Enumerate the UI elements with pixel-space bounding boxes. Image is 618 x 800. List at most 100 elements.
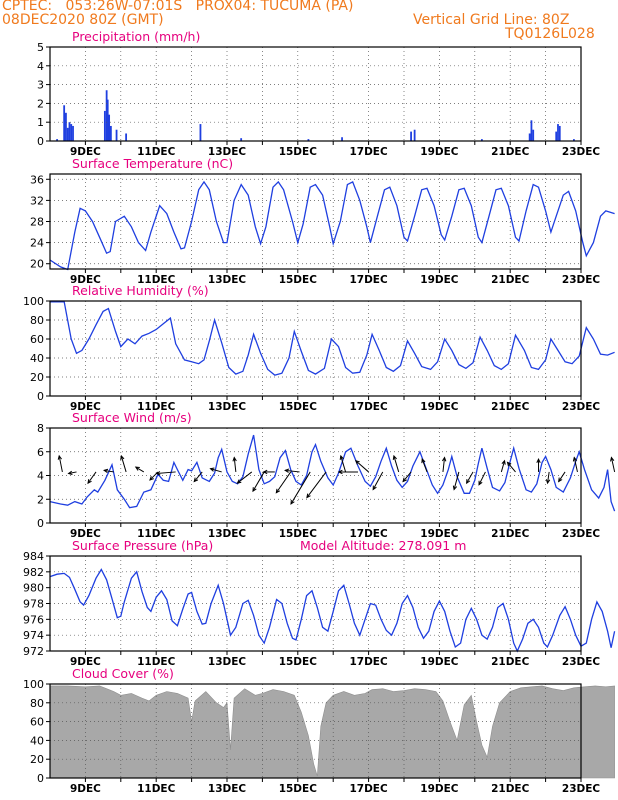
plot-area-wind: [50, 428, 581, 523]
x-tick-label: 11DEC: [137, 146, 176, 158]
wind-vector-arrow: [355, 460, 369, 473]
wind-arrow-head: [209, 467, 215, 472]
precip-bar: [555, 131, 558, 141]
x-tick-label: 17DEC: [349, 274, 388, 286]
x-tick-label: 15DEC: [279, 783, 318, 795]
precip-bar: [115, 129, 118, 141]
precip-bar: [413, 129, 416, 141]
y-tick-label: 4: [37, 60, 44, 73]
wind-arrow-head: [57, 454, 63, 460]
y-tick-label: 0: [37, 135, 44, 148]
y-tick-label: 100: [23, 678, 44, 691]
wind-vector-arrow: [453, 471, 460, 490]
wind-arrow-head: [193, 477, 199, 483]
plot-frame-humidity: [49, 300, 582, 397]
panel-humidity: 0 20 40 60 80 100 9DEC 11DEC 13DEC 15DEC 17DEC 19DE…: [23, 283, 615, 413]
wind-arrow-head: [87, 479, 92, 485]
x-tick-label: 21DEC: [491, 528, 530, 540]
wind-arrow-head: [120, 454, 125, 460]
wind-arrow-head: [134, 466, 140, 471]
precip-bar: [307, 139, 310, 141]
wind-arrow-head: [478, 480, 483, 486]
precip-bar: [105, 90, 108, 141]
y-tick-label: 974: [23, 629, 44, 642]
wind-arrow-head: [290, 499, 295, 505]
wind-arrow-head: [452, 485, 458, 491]
y-tick-label: 40: [30, 352, 44, 365]
wind-vector-arrow: [68, 471, 77, 475]
wind-vector-arrow: [285, 469, 300, 473]
x-tick-label: 9DEC: [70, 401, 101, 413]
wind-arrow-head: [441, 456, 447, 462]
y-tick-label: 978: [23, 598, 44, 611]
y-tick-label: 0: [37, 517, 44, 530]
model-altitude-annotation: Model Altitude: 278.091 m: [300, 538, 466, 553]
wind-arrow-head: [466, 479, 471, 485]
wind-vector-arrow: [393, 455, 400, 473]
panel-title: Relative Humidity (%): [72, 283, 209, 298]
x-tick-label: 13DEC: [208, 146, 247, 158]
y-tick-label: 972: [23, 645, 44, 658]
panel-pressure: 972 974 976 978 980 982 984 9DEC 11DEC 13DEC 15DEC…: [23, 538, 616, 668]
precip-bar: [109, 125, 112, 141]
y-tick-label: 976: [23, 613, 44, 626]
series-line-humidity: [50, 301, 615, 376]
wind-arrow-head: [354, 459, 360, 465]
wind-vector-arrow: [120, 455, 127, 473]
wind-vector-arrow: [275, 471, 292, 494]
x-tick-label: 23DEC: [562, 528, 601, 540]
header-run-code: TQ0126L028: [505, 26, 595, 42]
panel-cloud: 0 20 40 60 80 100 9DEC 11DEC 13DEC 15DEC 17DEC 19DE…: [23, 666, 615, 795]
wind-arrow-head: [284, 468, 290, 473]
wind-vector-arrow: [306, 471, 327, 498]
series-line-temperature: [49, 180, 615, 271]
precip-bar: [106, 99, 109, 141]
y-tick-label: 60: [30, 333, 44, 346]
y-tick-label: 20: [30, 371, 44, 384]
x-tick-label: 9DEC: [70, 146, 101, 158]
y-tick-label: 20: [30, 753, 44, 766]
wind-vector-arrow: [558, 471, 566, 482]
precip-bar: [410, 131, 412, 141]
y-tick-label: 60: [30, 716, 44, 729]
wind-arrow-head: [558, 477, 563, 483]
precip-bar: [480, 139, 483, 141]
precip-bar: [341, 137, 343, 141]
y-tick-label: 32: [30, 194, 44, 207]
precip-bar: [68, 122, 71, 141]
x-tick-label: 19DEC: [420, 274, 459, 286]
y-tick-label: 28: [30, 216, 44, 229]
wind-arrow-head: [506, 461, 512, 467]
wind-vector-arrow: [500, 460, 506, 473]
x-tick-label: 11DEC: [137, 274, 176, 286]
x-tick-label: 13DEC: [208, 656, 247, 668]
y-tick-label: 0: [37, 390, 44, 403]
plot-area-humidity: [50, 301, 581, 396]
wind-vector-arrow: [466, 471, 474, 484]
x-tick-label: 15DEC: [279, 146, 318, 158]
x-tick-label: 15DEC: [279, 401, 318, 413]
wind-vector-arrow: [233, 457, 237, 472]
precip-bar: [199, 124, 202, 141]
x-tick-label: 19DEC: [420, 656, 459, 668]
wind-vector-arrow: [610, 457, 616, 473]
x-tick-label: 19DEC: [420, 783, 459, 795]
wind-vector-arrow: [507, 462, 516, 473]
precip-bar: [240, 138, 243, 141]
x-tick-label: 11DEC: [137, 783, 176, 795]
panel-title: Precipitation (mm/h): [72, 29, 200, 44]
panel-title: Cloud Cover (%): [72, 666, 174, 681]
wind-arrow-head: [306, 493, 311, 499]
wind-arrow-head: [392, 454, 397, 460]
x-tick-label: 17DEC: [349, 783, 388, 795]
x-tick-label: 19DEC: [420, 528, 459, 540]
precip-bar: [66, 127, 69, 141]
wind-arrow-head: [155, 471, 161, 476]
panel-wind: 0 2 4 6 8 9DEC 11DEC 13DEC 15DEC 17DEC 19DEC 21DEC 2…: [37, 410, 616, 540]
wind-arrow-head: [339, 454, 344, 460]
precip-bar: [63, 105, 66, 141]
x-tick-label: 15DEC: [279, 528, 318, 540]
precip-bar: [558, 125, 561, 141]
wind-vector-arrow: [58, 455, 63, 473]
